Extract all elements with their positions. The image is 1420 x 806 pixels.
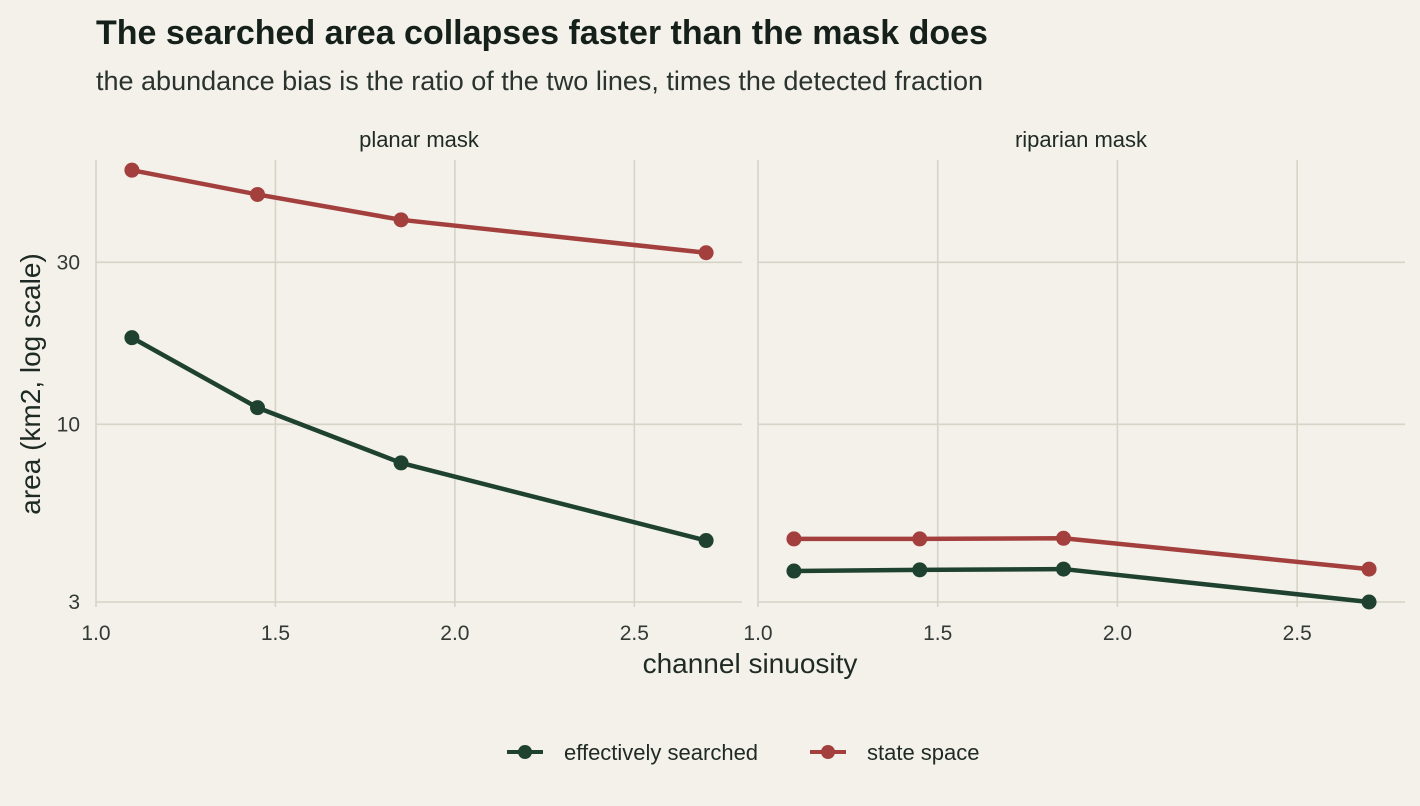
gridlines	[95, 160, 742, 607]
data-point-effectively-searched	[698, 533, 714, 549]
panel-riparian-mask: riparian mask	[757, 127, 1405, 610]
legend-item-effectively-searched: effectively searched	[507, 740, 758, 765]
data-point-effectively-searched	[1056, 561, 1072, 577]
x-axis-ticks-riparian: 1.0 1.5 2.0 2.5	[743, 622, 1311, 645]
legend-label: state space	[867, 740, 980, 765]
data-point-state-space	[1056, 530, 1072, 546]
y-axis-title: area (km2, log scale)	[15, 253, 46, 514]
x-tick-label: 2.0	[440, 622, 469, 645]
panel-strip-label: riparian mask	[1015, 127, 1148, 152]
y-tick-label: 10	[57, 413, 80, 436]
data-point-effectively-searched	[912, 562, 928, 578]
data-point-state-space	[393, 212, 409, 228]
legend-label: effectively searched	[564, 740, 758, 765]
x-tick-label: 1.0	[81, 622, 110, 645]
x-tick-label: 1.5	[923, 622, 952, 645]
chart-subtitle: the abundance bias is the ratio of the t…	[96, 66, 983, 96]
series-line-effectively-searched	[793, 566, 1370, 605]
x-tick-label: 2.5	[620, 622, 649, 645]
x-tick-label: 1.5	[261, 622, 290, 645]
data-point-state-space	[786, 531, 802, 547]
series-line-effectively-searched	[130, 335, 707, 543]
data-point-state-space	[1361, 561, 1377, 577]
y-tick-label: 3	[68, 591, 80, 614]
data-point-effectively-searched	[1361, 594, 1377, 610]
legend-swatch-point	[518, 745, 532, 759]
legend-swatch-point	[821, 745, 835, 759]
series-effectively-searched	[786, 561, 1377, 610]
x-tick-label: 2.0	[1103, 622, 1132, 645]
data-point-effectively-searched	[786, 563, 802, 579]
data-point-effectively-searched	[124, 330, 140, 346]
series-state-space	[124, 162, 714, 261]
data-point-effectively-searched	[393, 455, 409, 471]
legend-item-state-space: state space	[810, 740, 980, 765]
panel-planar-mask: planar mask	[95, 127, 742, 607]
data-point-state-space	[124, 162, 140, 178]
series-line-state-space	[793, 536, 1370, 572]
gridlines	[757, 160, 1405, 607]
series-line-state-space	[131, 167, 707, 255]
y-tick-label: 30	[57, 251, 80, 274]
data-point-state-space	[912, 531, 928, 547]
x-axis-ticks-planar: 1.0 1.5 2.0 2.5	[81, 622, 649, 645]
x-tick-label: 1.0	[743, 622, 772, 645]
y-axis-ticks: 3 10 30	[57, 251, 80, 614]
data-point-state-space	[250, 186, 265, 202]
series-state-space	[786, 530, 1377, 577]
x-axis-title: channel sinuosity	[643, 648, 858, 679]
panel-strip-label: planar mask	[359, 127, 480, 152]
chart-title: The searched area collapses faster than …	[96, 14, 988, 52]
x-tick-label: 2.5	[1283, 622, 1312, 645]
series-effectively-searched	[124, 330, 714, 549]
data-point-effectively-searched	[250, 400, 265, 416]
data-point-state-space	[698, 245, 714, 261]
legend: effectively searched state space	[507, 740, 980, 765]
